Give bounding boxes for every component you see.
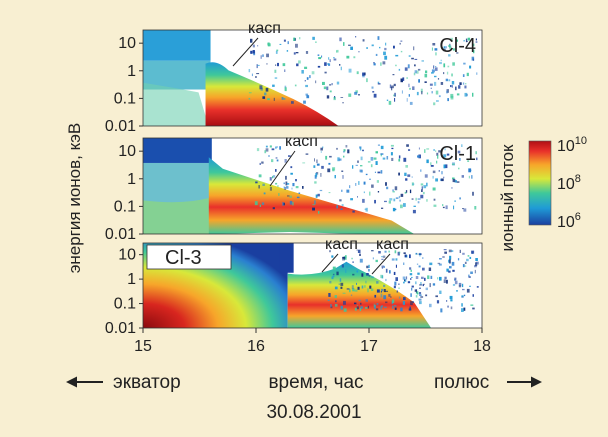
date-label: 30.08.2001	[266, 402, 361, 423]
spectrogram-cl-4	[143, 30, 482, 126]
panel-label-box	[146, 244, 232, 270]
panel-frame	[142, 242, 483, 329]
colorbar-label: ионный поток	[498, 144, 517, 252]
colorbar: 1010 108 106 ионный поток	[498, 135, 587, 251]
panel-label: Cl-4	[439, 35, 476, 57]
colorbar-tick-1e6: 106	[557, 211, 581, 231]
cusp-annotation: касп	[285, 133, 318, 150]
x-axis-label: время, час	[268, 372, 363, 393]
y-tick-label: 0.1	[114, 198, 136, 215]
cusp-annotation: касп	[376, 236, 409, 253]
cusp-annotation: касп	[248, 20, 281, 37]
colorbar-scale	[528, 140, 552, 226]
y-tick-label: 0.01	[105, 226, 136, 243]
cusp-annotation: касп	[325, 236, 358, 253]
y-tick-label: 1	[127, 171, 136, 188]
panel-cl-3: 10 1 0.1 0.01 Cl-3	[105, 242, 483, 337]
panel-frame	[142, 29, 483, 127]
spectrogram-cl-1	[143, 138, 482, 234]
x-tick-label: 15	[134, 338, 152, 355]
x-tick-label: 18	[473, 338, 491, 355]
y-tick-label: 1	[127, 63, 136, 80]
panel-cl-1: 10 1 0.1 0.01 Cl-1	[105, 137, 483, 243]
panel-cl-4: 10 1 0.1 0.01 Cl-4	[105, 29, 483, 135]
x-tick-label: 17	[360, 338, 378, 355]
y-tick-label: 10	[118, 35, 136, 52]
y-tick-label: 10	[118, 143, 136, 160]
panel-frame	[142, 137, 483, 235]
panel-label: Cl-3	[165, 247, 202, 269]
colorbar-tick-1e8: 108	[557, 173, 581, 193]
y-tick-label: 1	[127, 271, 136, 288]
panel-label: Cl-1	[439, 143, 476, 165]
colorbar-tick-1e10: 1010	[557, 135, 587, 155]
y-tick-label: 0.01	[105, 118, 136, 135]
y-tick-label: 0.01	[105, 320, 136, 337]
equator-label: экватор	[113, 372, 181, 393]
right-arrow	[507, 376, 542, 388]
y-axis-label: энергия ионов, кэВ	[65, 123, 84, 274]
left-arrow	[66, 376, 103, 388]
pole-label: полюс	[434, 372, 489, 393]
y-tick-label: 10	[118, 247, 136, 264]
y-tick-label: 0.1	[114, 90, 136, 107]
y-tick-label: 0.1	[114, 296, 136, 313]
x-tick-label: 16	[247, 338, 265, 355]
